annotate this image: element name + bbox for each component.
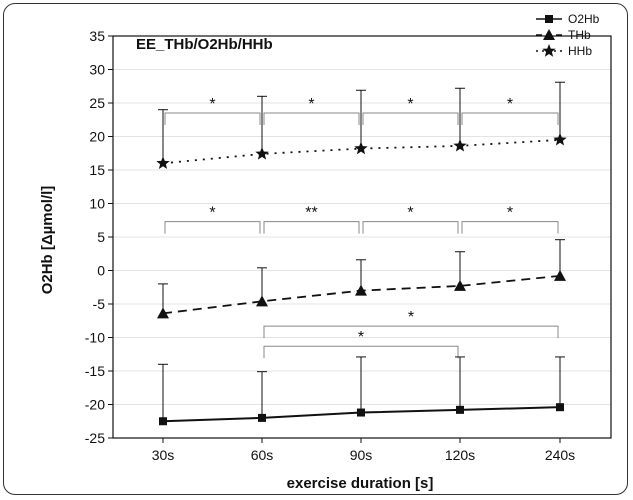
series-markers bbox=[156, 132, 567, 426]
significance-label: * bbox=[407, 96, 413, 113]
hhb-marker bbox=[255, 146, 269, 160]
x-axis-label: exercise duration [s] bbox=[287, 475, 434, 492]
o2hb-marker bbox=[258, 413, 266, 422]
grid bbox=[113, 35, 611, 439]
significance-label: * bbox=[507, 96, 513, 113]
significance-bracket bbox=[263, 112, 360, 126]
y-tick-label: 15 bbox=[89, 162, 105, 178]
o2hb-marker bbox=[556, 403, 564, 412]
significance-bracket bbox=[263, 345, 459, 359]
y-tick-label: 20 bbox=[89, 129, 105, 145]
y-tick-label: -10 bbox=[85, 330, 105, 346]
legend-o2hb-label: O2Hb bbox=[568, 12, 600, 26]
legend-hhb-label: HHb bbox=[568, 44, 592, 58]
y-tick-label: -20 bbox=[85, 397, 105, 413]
x-tick-label: 120s bbox=[445, 447, 475, 463]
y-tick-label: -15 bbox=[85, 363, 105, 379]
error-bars bbox=[158, 81, 565, 422]
chart-frame bbox=[3, 3, 628, 495]
thb-marker bbox=[157, 307, 169, 319]
y-axis-label: O2Hb [Δµmol/l] bbox=[39, 186, 56, 295]
o2hb-marker bbox=[357, 408, 365, 417]
y-tick-label: 5 bbox=[97, 229, 105, 245]
significance-label: * bbox=[408, 309, 414, 326]
y-tick-label: -25 bbox=[85, 430, 105, 446]
x-tick-label: 30s bbox=[152, 447, 175, 463]
thb-marker bbox=[256, 295, 268, 307]
significance-label: * bbox=[507, 205, 513, 222]
y-tick-label: -5 bbox=[93, 296, 106, 312]
y-tick-label: 30 bbox=[89, 62, 105, 78]
significance-label: * bbox=[209, 96, 215, 113]
o2hb-marker bbox=[456, 405, 464, 414]
significance-label: * bbox=[209, 205, 215, 222]
x-tick-label: 240s bbox=[545, 447, 575, 463]
significance-label: * bbox=[407, 205, 413, 222]
significance-bracket bbox=[164, 112, 261, 126]
significance-label: * bbox=[308, 96, 314, 113]
y-tick-label: 10 bbox=[89, 196, 105, 212]
significance-bracket bbox=[263, 325, 559, 339]
hhb-marker bbox=[156, 156, 170, 169]
significance-bracket bbox=[164, 221, 261, 234]
y-tick-label: 0 bbox=[97, 263, 105, 279]
significance-brackets: * * * ** ** * *** bbox=[164, 96, 559, 359]
thb-marker bbox=[454, 279, 466, 291]
o2hb-marker bbox=[159, 417, 167, 426]
significance-label: * bbox=[358, 329, 364, 346]
x-tick-label: 60s bbox=[251, 447, 274, 463]
significance-bracket bbox=[461, 112, 559, 126]
significance-bracket bbox=[263, 221, 360, 234]
hhb-marker bbox=[553, 132, 567, 146]
hhb-marker bbox=[354, 141, 368, 155]
hhb-marker bbox=[453, 138, 467, 152]
y-tick-label: 25 bbox=[89, 95, 105, 111]
significance-bracket bbox=[362, 221, 459, 234]
hhb-marker bbox=[542, 44, 556, 57]
thb-marker bbox=[554, 269, 566, 281]
legend: O2Hb THb HHb bbox=[536, 12, 600, 58]
chart-title: EE_THb/O2Hb/HHb bbox=[136, 36, 273, 53]
significance-bracket bbox=[461, 221, 559, 234]
y-tick-label: 35 bbox=[89, 28, 105, 44]
o2hb-marker bbox=[545, 15, 553, 23]
significance-label: ** bbox=[305, 205, 317, 222]
significance-bracket bbox=[362, 112, 459, 126]
axes: -25 -20 -15 -10 -5 0 5 10 15 20 25 30 35 30s 60s 90s 120… bbox=[85, 28, 612, 463]
x-tick-label: 90s bbox=[350, 447, 373, 463]
legend-thb-label: THb bbox=[568, 28, 591, 42]
thb-marker bbox=[355, 284, 367, 296]
thb-marker bbox=[543, 29, 555, 40]
